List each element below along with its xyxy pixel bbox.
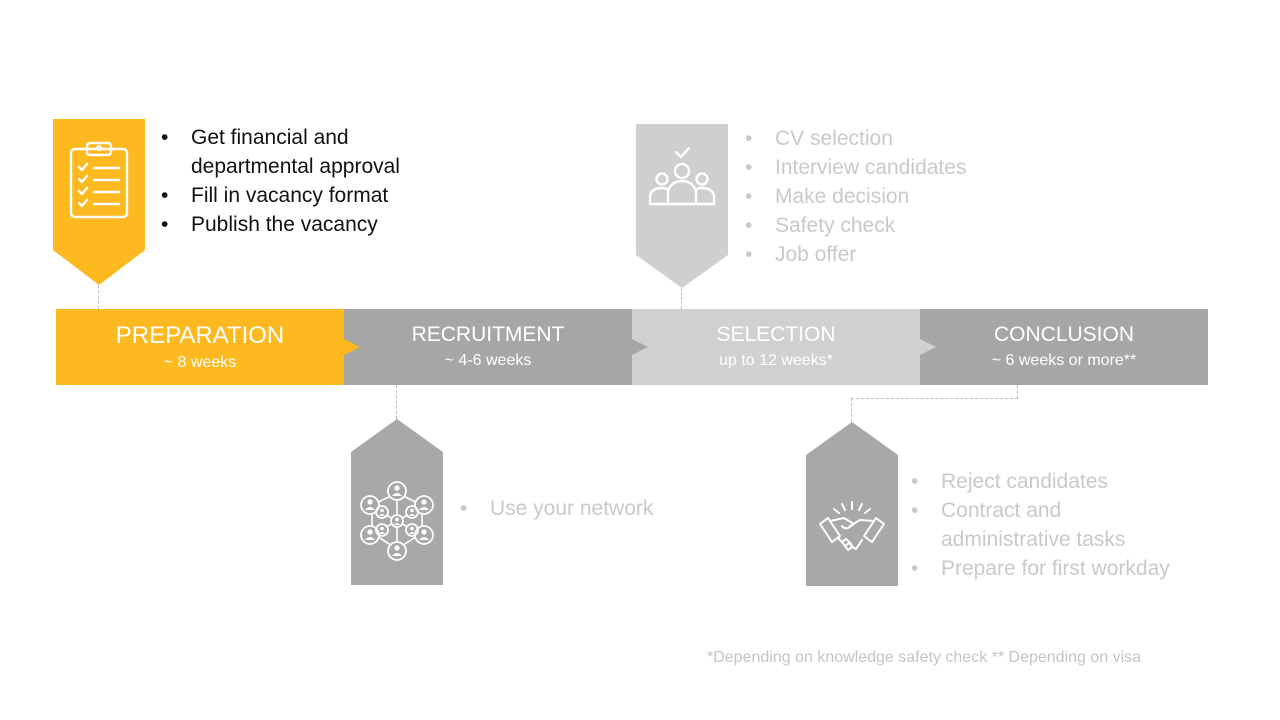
selection-tag xyxy=(636,124,728,288)
chevron-separator xyxy=(344,339,360,355)
conclusion-connector-vertical-bottom xyxy=(851,398,852,422)
preparation-connector xyxy=(98,285,99,309)
list-item: • Get financial and departmental approval xyxy=(161,126,400,178)
phase-title: CONCLUSION xyxy=(993,323,1135,346)
conclusion-connector-vertical-top xyxy=(1017,385,1018,398)
phase-duration: ~ 8 weeks xyxy=(163,354,237,371)
list-item: • Publish the vacancy xyxy=(161,213,378,236)
footnote: *Depending on knowledge safety check ** … xyxy=(707,649,1142,666)
recruitment-task-list: • Use your network xyxy=(460,494,720,523)
list-item: • Reject candidates xyxy=(911,470,1108,493)
phase-duration: up to 12 weeks* xyxy=(719,352,833,369)
conclusion-connector-horizontal xyxy=(851,398,1018,399)
list-item: • Safety check xyxy=(745,214,896,237)
conclusion-tag xyxy=(806,422,898,586)
list-item: • Fill in vacancy format xyxy=(161,184,389,207)
list-item: • Interview candidates xyxy=(745,156,967,179)
phase-duration: ~ 6 weeks or more** xyxy=(991,352,1137,369)
list-item: • Make decision xyxy=(745,185,910,208)
phase-title: SELECTION xyxy=(716,323,836,346)
list-item: • Contract and administrative tasks xyxy=(911,499,1126,551)
phase-preparation: PREPARATION ~ 8 weeks xyxy=(56,309,344,385)
phase-selection: SELECTION up to 12 weeks* xyxy=(632,309,920,385)
phase-duration: ~ 4-6 weeks xyxy=(444,352,532,369)
chevron-separator xyxy=(920,339,936,355)
phase-title: RECRUITMENT xyxy=(411,323,565,346)
conclusion-task-list: • Reject candidates • Contract and adminis… xyxy=(911,467,1211,583)
selection-task-list: • CV selection • Interview candidates • Mak… xyxy=(745,124,1045,269)
phase-title: PREPARATION xyxy=(115,322,285,349)
phase-recruitment: RECRUITMENT ~ 4-6 weeks xyxy=(344,309,632,385)
list-item: • Prepare for first workday xyxy=(911,557,1170,580)
list-item: • CV selection xyxy=(745,127,893,150)
recruitment-tag xyxy=(351,419,443,585)
list-item: • Job offer xyxy=(745,243,857,266)
preparation-tag-shape xyxy=(53,119,145,285)
recruitment-connector xyxy=(396,385,397,419)
list-item: • Use your network xyxy=(460,497,654,520)
phase-conclusion: CONCLUSION ~ 6 weeks or more** xyxy=(920,309,1208,385)
preparation-tag xyxy=(53,119,145,285)
preparation-task-list: • Get financial and departmental approval… xyxy=(161,123,461,239)
selection-connector xyxy=(681,288,682,309)
selection-tag-shape xyxy=(636,124,728,288)
chevron-separator xyxy=(632,339,648,355)
